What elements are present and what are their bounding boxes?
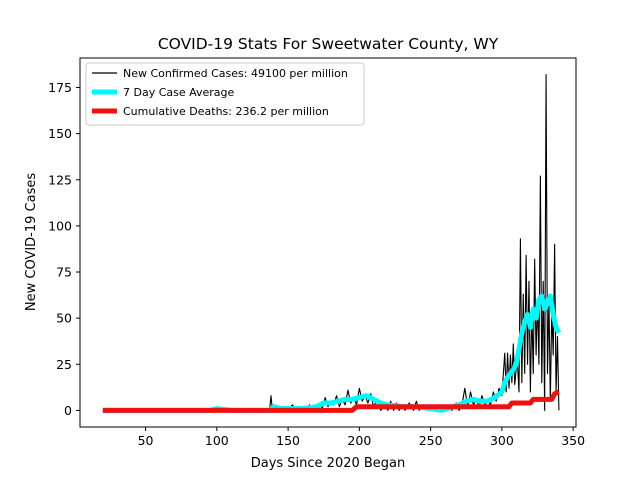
x-tick-label: 300: [490, 433, 514, 448]
x-tick-label: 350: [561, 433, 585, 448]
series-line-case-average: [102, 293, 562, 413]
plot-area: [102, 74, 562, 413]
series-line-deaths: [102, 389, 560, 413]
legend-label-deaths: Cumulative Deaths: 236.2 per million: [123, 105, 329, 118]
y-tick-label: 125: [48, 172, 72, 187]
x-tick-label: 150: [276, 433, 300, 448]
legend-label-case-average: 7 Day Case Average: [123, 86, 235, 99]
x-tick-label: 50: [138, 433, 154, 448]
y-tick-label: 75: [56, 265, 72, 280]
x-tick-label: 250: [419, 433, 443, 448]
plot-frame: [79, 57, 577, 428]
y-tick-label: 0: [64, 403, 72, 418]
x-tick-label: 200: [347, 433, 371, 448]
y-tick-label: 150: [48, 126, 72, 141]
legend-box: [85, 62, 365, 126]
x-axis-label: Days Since 2020 Began: [251, 456, 406, 471]
y-tick-label: 25: [56, 357, 72, 372]
y-axis-label: New COVID-19 Cases: [24, 173, 39, 311]
chart-title: COVID-19 Stats For Sweetwater County, WY: [158, 35, 499, 53]
y-tick-label: 50: [56, 311, 72, 326]
axis-ticks: 50 100 150 200 250 300 350 0 25 50 75 100 125 150 175: [48, 80, 585, 448]
y-tick-label: 100: [48, 218, 72, 233]
legend: New Confirmed Cases: 49100 per million 7…: [85, 62, 365, 126]
legend-label-new-cases: New Confirmed Cases: 49100 per million: [123, 67, 348, 80]
x-tick-label: 100: [205, 433, 229, 448]
y-tick-label: 175: [48, 80, 72, 95]
